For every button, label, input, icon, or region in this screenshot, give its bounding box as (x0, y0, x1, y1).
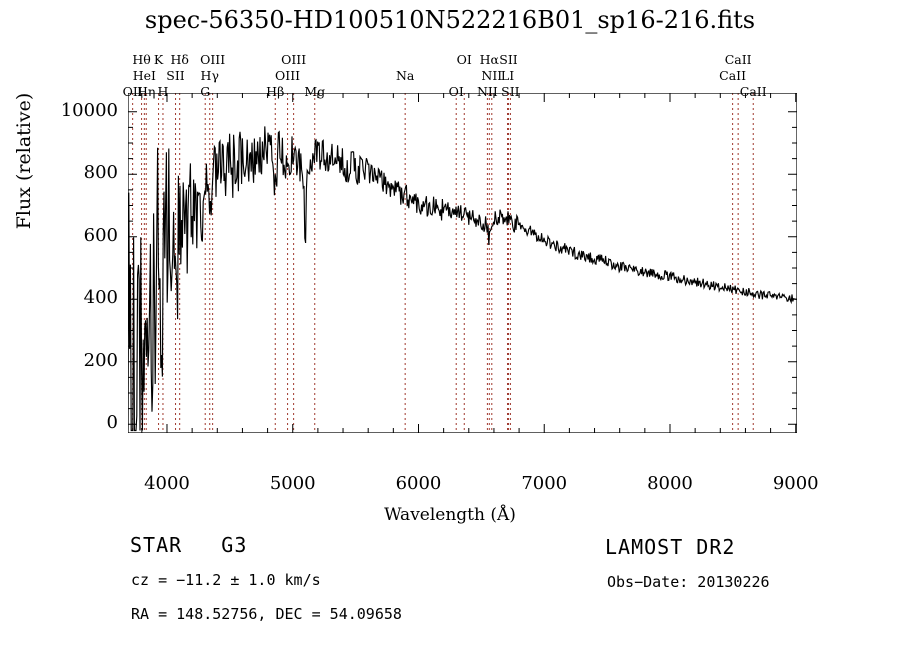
spectral-line-label: Hδ (170, 52, 189, 67)
spectral-line-label: Mg (304, 84, 326, 99)
spectral-line-label: OI (448, 84, 464, 99)
spectral-line-label: OI (456, 52, 472, 67)
spectral-line-label: K (153, 52, 164, 67)
obs-date-label: Obs−Date: 20130226 (607, 573, 770, 591)
x-tick-label: 7000 (521, 473, 568, 494)
object-type-label: STAR G3 (130, 533, 248, 557)
x-tick-label: 8000 (647, 473, 693, 494)
plot-frame (128, 93, 797, 433)
y-tick-label: 400 (83, 287, 118, 309)
redshift-velocity-label: cz = −11.2 ± 1.0 km/s (131, 571, 321, 589)
x-tick-label: 5000 (269, 473, 316, 494)
x-tick-label: 4000 (144, 473, 190, 494)
y-axis-label: Flux (relative) (13, 92, 35, 230)
spectral-line-label: HeI (132, 68, 156, 83)
y-tick-label: 600 (83, 224, 118, 246)
spectral-line-label: OIII (200, 52, 226, 67)
spectral-line-label: H (157, 84, 169, 99)
x-tick-label: 6000 (395, 473, 442, 494)
spectral-line-markers (132, 93, 754, 433)
spectral-line-label: OIII (281, 52, 307, 67)
coordinates-label: RA = 148.52756, DEC = 54.09658 (131, 605, 402, 623)
spectrum-chart (128, 93, 797, 433)
plot-area (128, 93, 797, 433)
x-axis-label: Wavelength (Å) (384, 505, 516, 525)
spectral-line-label: OIII (275, 68, 301, 83)
y-tick-label: 200 (83, 349, 118, 371)
spectral-line-label: Hβ (266, 84, 285, 99)
spectral-line-label: Hγ (200, 68, 219, 83)
y-tick-label: 0 (106, 412, 118, 434)
spectral-line-label: NII (481, 68, 503, 83)
y-tick-label: 10000 (60, 99, 118, 121)
spectral-line-label: Hα (479, 52, 499, 67)
spectral-line-label: LI (500, 68, 515, 83)
spectral-line-label: SII (166, 68, 185, 83)
page-title: spec-56350-HD100510N522216B01_sp16-216.f… (144, 6, 756, 34)
x-tick-label: 9000 (772, 473, 819, 494)
survey-label: LAMOST DR2 (605, 535, 736, 559)
y-tick-label: 800 (83, 162, 118, 184)
spectral-line-label: SII (501, 84, 520, 99)
spectral-line-label: Hθ (132, 52, 151, 67)
spectral-line-label: G (200, 84, 211, 99)
spectral-line-label: Na (395, 68, 415, 83)
spectral-line-label: NII (476, 84, 498, 99)
spectral-line-label: SII (499, 52, 518, 67)
spectrum-trace (128, 126, 797, 432)
spectral-line-label: CaII (739, 84, 767, 99)
spectral-line-label: CaII (724, 52, 752, 67)
spectral-line-label: CaII (719, 68, 747, 83)
